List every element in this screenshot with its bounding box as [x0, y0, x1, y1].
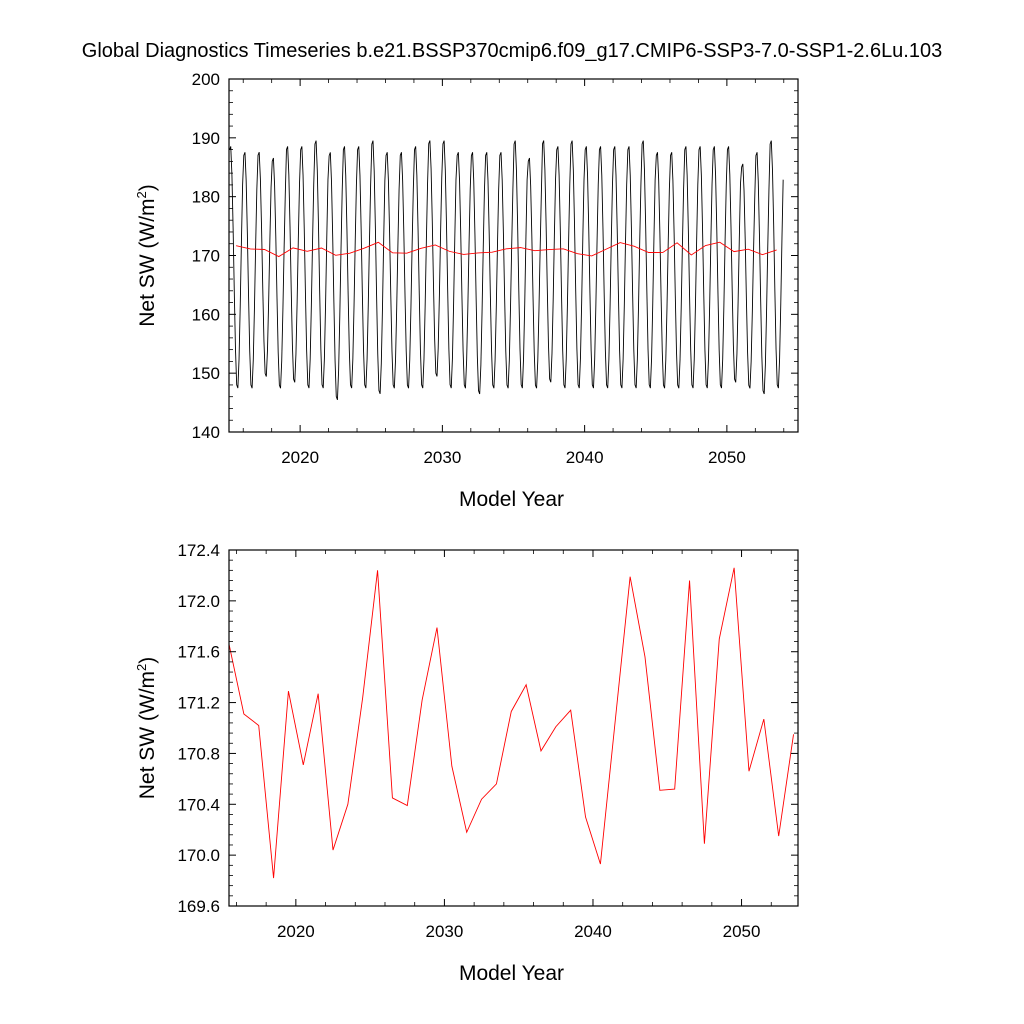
x-tick-label: 2020 [281, 448, 319, 467]
y-tick-label: 140 [192, 423, 220, 442]
x-tick-label: 2050 [723, 922, 761, 941]
y-tick-label: 190 [192, 129, 220, 148]
y-tick-label: 172.0 [177, 592, 220, 611]
plot-frame [228, 78, 799, 433]
x-tick-label: 2030 [423, 448, 461, 467]
y-tick-label: 171.6 [177, 643, 220, 662]
y-tick-label: 170 [192, 247, 220, 266]
top-panel: 140 150 160 170 180 190 200 2020 2030 2040 2050 Mod… [134, 70, 799, 511]
annual-mean-series-line [229, 567, 794, 879]
y-tick-label: 170.0 [177, 846, 220, 865]
page-title: Global Diagnostics Timeseries b.e21.BSSP… [81, 40, 943, 62]
y-tick-label: 180 [192, 188, 220, 207]
x-tick-label: 2040 [566, 448, 604, 467]
y-tick-label: 150 [192, 364, 220, 383]
y-tick-label: 170.4 [177, 795, 220, 814]
plot-frame [228, 549, 799, 907]
y-tick-label: 160 [192, 305, 220, 324]
y-tick-label: 172.4 [177, 541, 220, 560]
y-tick-label: 171.2 [177, 694, 220, 713]
y-tick-label: 200 [192, 70, 220, 89]
bottom-panel: 169.6 170.0 170.4 170.8 171.2 171.6 172.0 172.4… [134, 541, 799, 985]
y-axis-label: Net SW (W/m2) [134, 184, 159, 327]
y-tick-label: 170.8 [177, 744, 220, 763]
x-tick-label: 2020 [277, 922, 315, 941]
annual-mean-series-line [236, 241, 777, 258]
x-tick-label: 2050 [708, 448, 746, 467]
x-axis-label: Model Year [459, 488, 564, 511]
x-tick-label: 2030 [426, 922, 464, 941]
x-tick-label: 2040 [574, 922, 612, 941]
y-tick-label: 169.6 [177, 897, 220, 916]
y-axis-label: Net SW (W/m2) [134, 657, 159, 800]
monthly-series-line [229, 140, 784, 400]
x-axis-label: Model Year [459, 962, 564, 985]
